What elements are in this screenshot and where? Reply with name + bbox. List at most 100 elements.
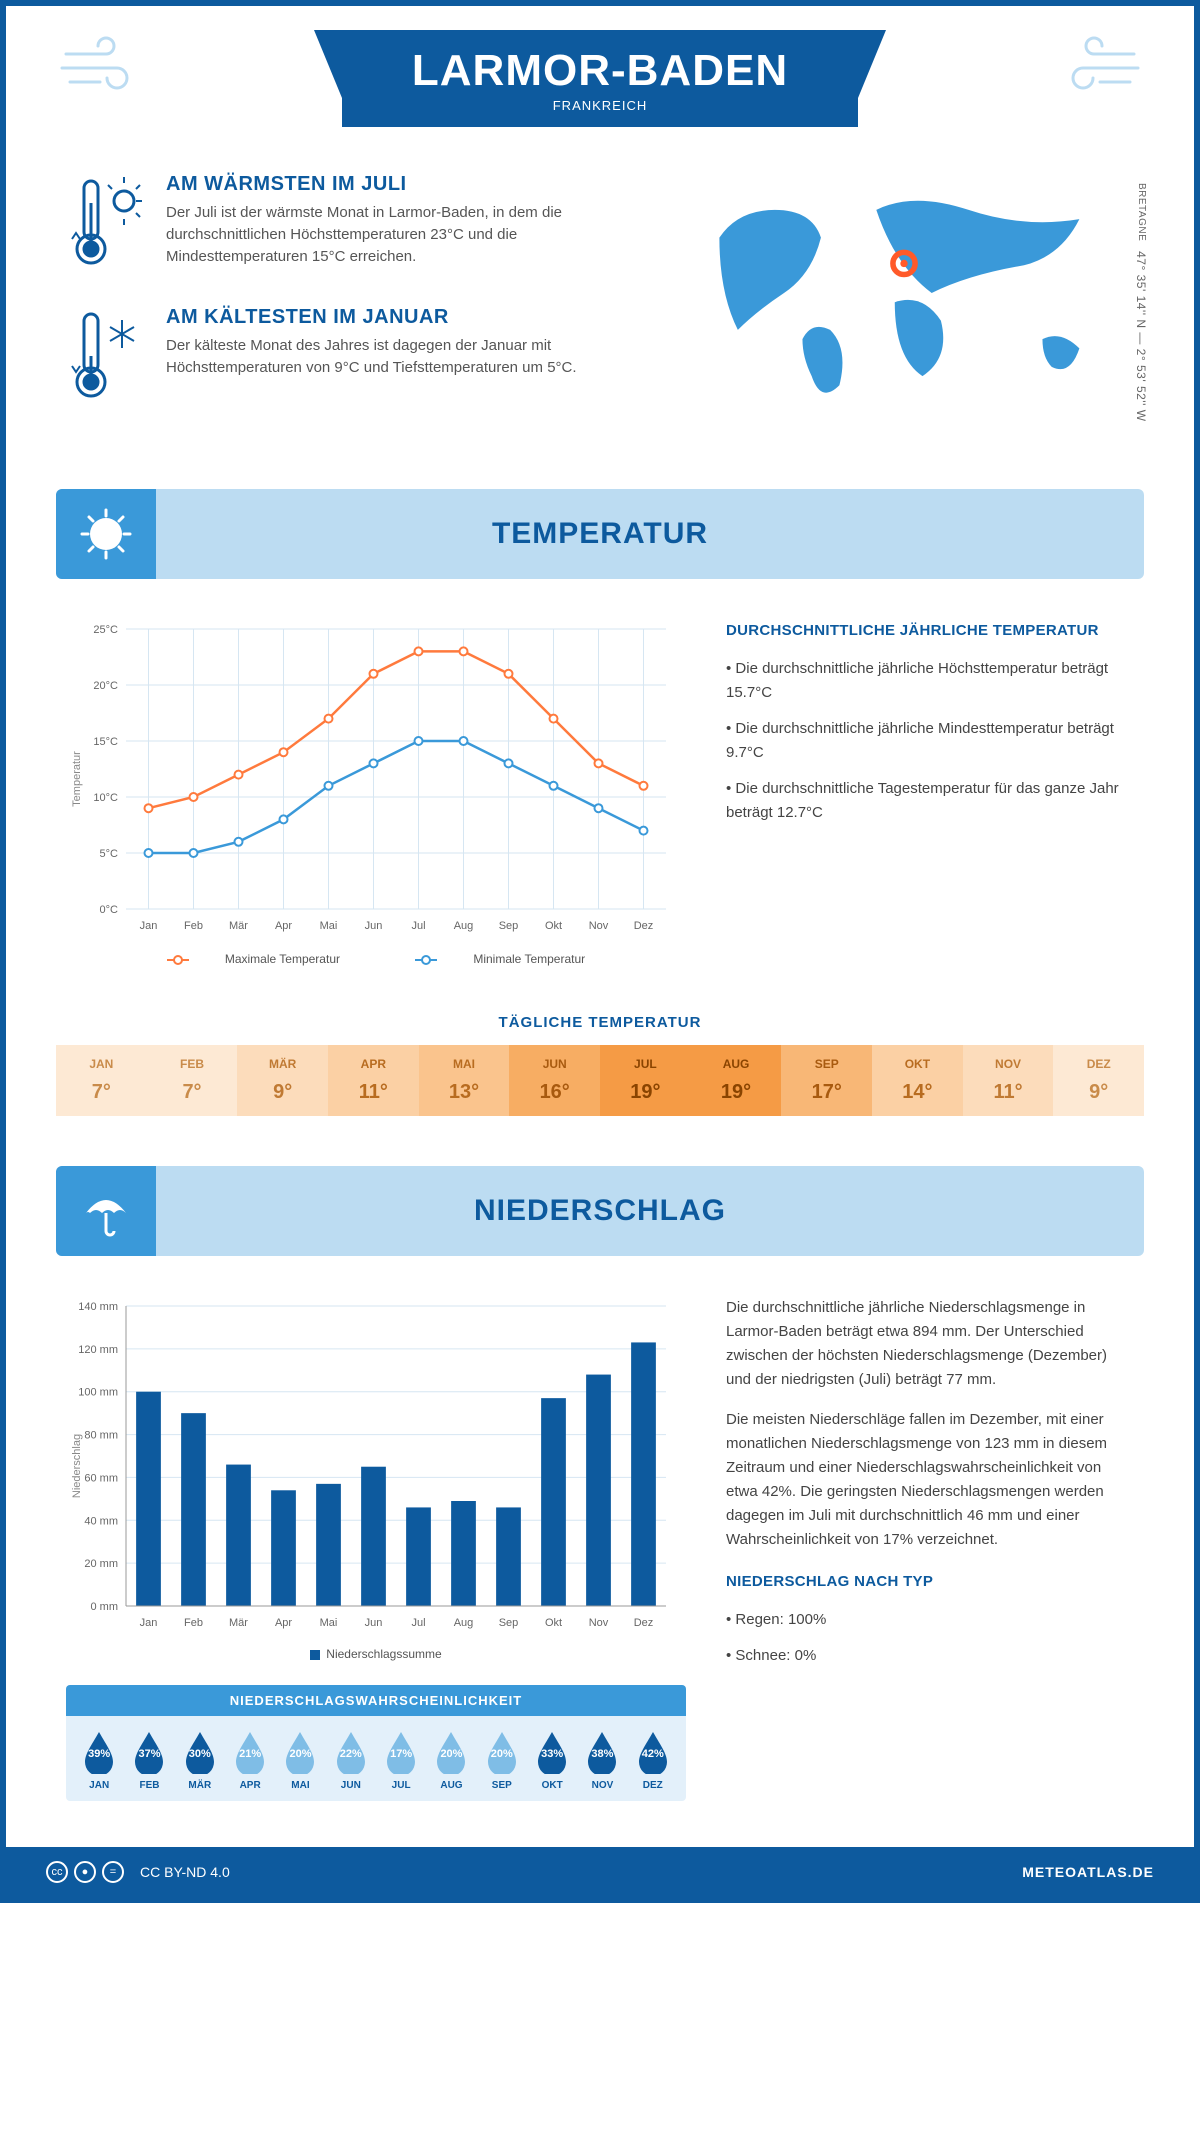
svg-text:Jan: Jan (140, 1617, 158, 1629)
svg-text:Jun: Jun (365, 1617, 383, 1629)
temp-bullet: • Die durchschnittliche Tagestemperatur … (726, 777, 1134, 825)
svg-text:Apr: Apr (275, 920, 292, 932)
temp-bullet: • Die durchschnittliche jährliche Höchst… (726, 657, 1134, 705)
temperature-chart: 0°C5°C10°C15°C20°C25°CJanFebMärAprMaiJun… (66, 619, 686, 966)
svg-text:Nov: Nov (589, 920, 609, 932)
svg-text:Feb: Feb (184, 920, 203, 932)
title-ribbon: LARMOR-BADEN FRANKREICH (342, 30, 858, 127)
precip-text: Die durchschnittliche jährliche Niedersc… (726, 1296, 1134, 1680)
svg-text:Feb: Feb (184, 1617, 203, 1629)
wind-icon (1054, 34, 1144, 107)
raindrop-icon: 30% (182, 1730, 218, 1774)
header: LARMOR-BADEN FRANKREICH (6, 6, 1194, 163)
daily-temp-cell: JUL 19° (600, 1045, 691, 1116)
svg-text:Jan: Jan (140, 920, 158, 932)
daily-temp-cell: JAN 7° (56, 1045, 147, 1116)
footer: cc ● = CC BY-ND 4.0 METEOATLAS.DE (6, 1847, 1194, 1897)
svg-text:60 mm: 60 mm (84, 1472, 118, 1484)
precip-chart: 0 mm20 mm40 mm60 mm80 mm100 mm120 mm140 … (66, 1296, 686, 1801)
precip-paragraph: Die durchschnittliche jährliche Niedersc… (726, 1296, 1134, 1392)
daily-temp-cell: JUN 16° (509, 1045, 600, 1116)
svg-text:Niederschlag: Niederschlag (71, 1434, 83, 1498)
by-icon: ● (74, 1861, 96, 1883)
svg-text:Mai: Mai (320, 920, 338, 932)
svg-text:Sep: Sep (499, 920, 519, 932)
intro-row: AM WÄRMSTEN IM JULI Der Juli ist der wär… (6, 163, 1194, 469)
temp-legend: Maximale Temperatur Minimale Temperatur (66, 952, 686, 966)
svg-text:Apr: Apr (275, 1617, 292, 1629)
thermometer-snow-icon (66, 306, 146, 411)
prob-cell: 39% JAN (74, 1730, 124, 1791)
svg-text:Mai: Mai (320, 1617, 338, 1629)
prob-cell: 17% JUL (376, 1730, 426, 1791)
prob-cell: 30% MÄR (175, 1730, 225, 1791)
svg-text:10°C: 10°C (93, 792, 118, 804)
coordinates: BRETAGNE 47° 35' 14'' N — 2° 53' 52'' W (1134, 183, 1148, 422)
svg-text:140 mm: 140 mm (78, 1301, 118, 1313)
svg-text:Mär: Mär (229, 1617, 248, 1629)
svg-text:Aug: Aug (454, 920, 474, 932)
svg-text:Okt: Okt (545, 920, 562, 932)
wind-icon (56, 34, 146, 107)
svg-text:15°C: 15°C (93, 736, 118, 748)
daily-temp-cell: SEP 17° (781, 1045, 872, 1116)
prob-cell: 42% DEZ (628, 1730, 678, 1791)
svg-text:Jun: Jun (365, 920, 383, 932)
precip-banner: NIEDERSCHLAG (56, 1166, 1144, 1256)
svg-text:Nov: Nov (589, 1617, 609, 1629)
svg-text:Dez: Dez (634, 1617, 654, 1629)
infographic-frame: LARMOR-BADEN FRANKREICH AM WÄRMSTEN IM J… (0, 0, 1200, 1903)
umbrella-icon (56, 1166, 156, 1256)
raindrop-icon: 42% (635, 1730, 671, 1774)
site-name: METEOATLAS.DE (1022, 1864, 1154, 1880)
precip-type: • Schnee: 0% (726, 1644, 1134, 1668)
world-map: BRETAGNE 47° 35' 14'' N — 2° 53' 52'' W (674, 173, 1134, 439)
daily-temp-cell: MÄR 9° (237, 1045, 328, 1116)
daily-temp-cell: APR 11° (328, 1045, 419, 1116)
daily-temp-cell: NOV 11° (963, 1045, 1054, 1116)
svg-text:Jul: Jul (411, 920, 425, 932)
city-title: LARMOR-BADEN (412, 46, 788, 96)
svg-text:80 mm: 80 mm (84, 1430, 118, 1442)
svg-text:100 mm: 100 mm (78, 1387, 118, 1399)
precip-legend: Niederschlagssumme (66, 1647, 686, 1661)
daily-temp-cell: MAI 13° (419, 1045, 510, 1116)
temperature-title: TEMPERATUR (492, 517, 708, 551)
svg-text:Aug: Aug (454, 1617, 474, 1629)
raindrop-icon: 39% (81, 1730, 117, 1774)
daily-temp-cell: DEZ 9° (1053, 1045, 1144, 1116)
daily-temp-cell: AUG 19° (691, 1045, 782, 1116)
precip-type: • Regen: 100% (726, 1608, 1134, 1632)
prob-cell: 22% JUN (326, 1730, 376, 1791)
temperature-summary: DURCHSCHNITTLICHE JÄHRLICHE TEMPERATUR •… (726, 619, 1134, 837)
prob-cell: 20% SEP (477, 1730, 527, 1791)
cc-icon: cc (46, 1861, 68, 1883)
daily-temp-strip: JAN 7° FEB 7° MÄR 9° APR 11° MAI 13° JUN… (56, 1045, 1144, 1116)
svg-text:120 mm: 120 mm (78, 1344, 118, 1356)
prob-cell: 20% MAI (275, 1730, 325, 1791)
svg-text:Okt: Okt (545, 1617, 562, 1629)
temp-bullet: • Die durchschnittliche jährliche Mindes… (726, 717, 1134, 765)
raindrop-icon: 21% (232, 1730, 268, 1774)
raindrop-icon: 17% (383, 1730, 419, 1774)
precip-paragraph: Die meisten Niederschläge fallen im Deze… (726, 1408, 1134, 1552)
precip-title: NIEDERSCHLAG (474, 1194, 726, 1228)
svg-text:25°C: 25°C (93, 624, 118, 636)
sun-icon (56, 489, 156, 579)
daily-temp-cell: OKT 14° (872, 1045, 963, 1116)
raindrop-icon: 20% (282, 1730, 318, 1774)
svg-text:Temperatur: Temperatur (71, 751, 83, 807)
coldest-text: Der kälteste Monat des Jahres ist dagege… (166, 335, 634, 379)
coldest-title: AM KÄLTESTEN IM JANUAR (166, 306, 634, 329)
coldest-fact: AM KÄLTESTEN IM JANUAR Der kälteste Mona… (66, 306, 634, 411)
svg-text:40 mm: 40 mm (84, 1515, 118, 1527)
svg-text:0 mm: 0 mm (91, 1601, 119, 1613)
nd-icon: = (102, 1861, 124, 1883)
svg-text:20°C: 20°C (93, 680, 118, 692)
raindrop-icon: 20% (484, 1730, 520, 1774)
raindrop-icon: 38% (584, 1730, 620, 1774)
raindrop-icon: 37% (131, 1730, 167, 1774)
svg-text:5°C: 5°C (100, 848, 119, 860)
svg-text:Sep: Sep (499, 1617, 519, 1629)
temperature-banner: TEMPERATUR (56, 489, 1144, 579)
